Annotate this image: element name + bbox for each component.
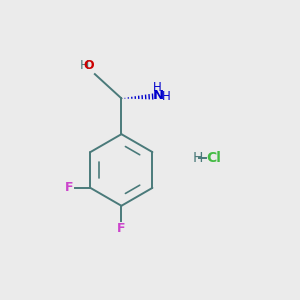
Text: H: H (193, 152, 203, 165)
Text: H: H (162, 90, 171, 103)
Text: F: F (117, 222, 126, 235)
Text: F: F (65, 182, 74, 194)
Text: Cl: Cl (206, 152, 221, 165)
Text: N: N (153, 89, 164, 102)
Text: H: H (80, 59, 89, 72)
Text: O: O (83, 59, 94, 72)
Text: H: H (153, 81, 162, 94)
